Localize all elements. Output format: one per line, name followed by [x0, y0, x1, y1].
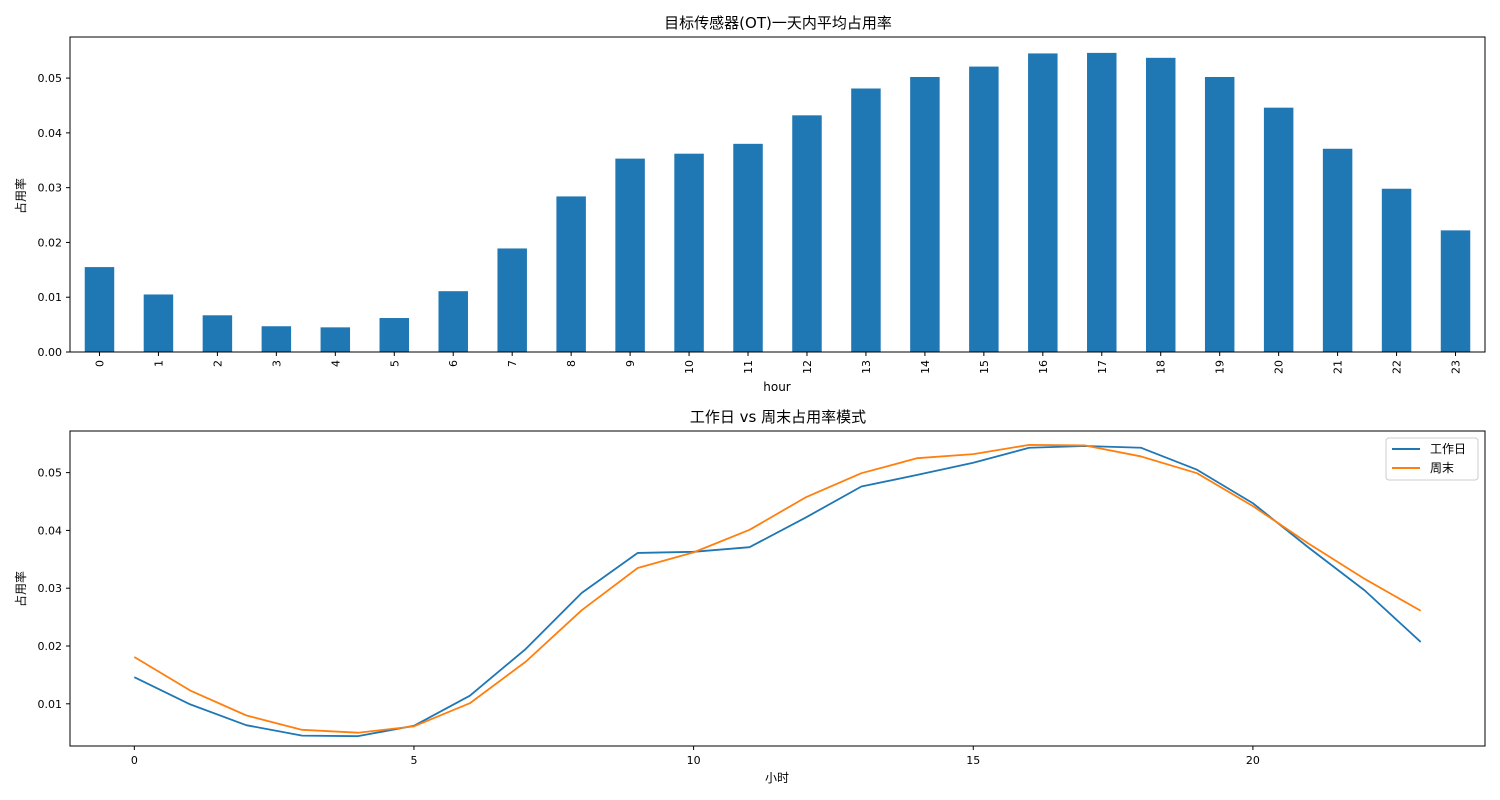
- bar-hour-3: [261, 326, 292, 352]
- x-tick-label: 21: [1332, 360, 1345, 374]
- bar-hour-13: [851, 88, 881, 352]
- x-tick-label: 20: [1273, 360, 1286, 374]
- x-tick-label: 3: [270, 360, 283, 367]
- x-tick-label: 23: [1450, 360, 1463, 374]
- x-tick-label: 0: [93, 360, 106, 367]
- x-tick-label: 12: [801, 360, 814, 374]
- chart2-x-axis-label: 小时: [765, 771, 789, 785]
- chart1-x-axis-label: hour: [763, 380, 791, 394]
- bar-hour-22: [1381, 188, 1412, 352]
- series-line-weekday: [133, 445, 1422, 738]
- y-tick-label: 0.04: [38, 524, 63, 537]
- bar-hour-23: [1440, 230, 1471, 352]
- x-tick-label: 18: [1155, 360, 1168, 374]
- bar-hour-4: [320, 327, 351, 352]
- bar-hour-0: [84, 267, 115, 352]
- chart1-bars: [84, 52, 1471, 353]
- bar-hour-15: [969, 66, 999, 352]
- x-tick-label: 9: [624, 360, 637, 367]
- legend-label-weekday: 工作日: [1430, 442, 1466, 456]
- x-tick-label: 14: [919, 360, 932, 374]
- x-tick-label: 15: [966, 754, 980, 767]
- weekday-vs-weekend-line-chart: 工作日 vs 周末占用率模式 0.01 0.02 0.03 0.04 0.05 0 5 10…: [13, 408, 1486, 785]
- x-tick-label: 17: [1096, 360, 1109, 374]
- x-tick-label: 22: [1391, 360, 1404, 374]
- bar-hour-16: [1028, 53, 1058, 353]
- series-line-weekend: [133, 443, 1422, 734]
- bar-hour-1: [143, 294, 174, 352]
- y-tick-label: 0.05: [38, 467, 63, 480]
- y-tick-label: 0.03: [38, 582, 63, 595]
- x-tick-label: 6: [447, 360, 460, 367]
- y-tick-label: 0.02: [38, 236, 63, 249]
- x-tick-label: 7: [506, 360, 519, 367]
- chart2-title: 工作日 vs 周末占用率模式: [690, 408, 866, 426]
- bar-hour-9: [615, 158, 645, 352]
- y-tick-label: 0.04: [38, 127, 63, 140]
- chart2-x-ticks: 0 5 10 15 20: [131, 746, 1260, 767]
- bar-hour-12: [792, 115, 822, 352]
- x-tick-label: 4: [329, 360, 342, 367]
- x-tick-label: 0: [131, 754, 138, 767]
- hourly-occupancy-bar-chart: 目标传感器(OT)一天内平均占用率 0.000.010.020.030.040.…: [13, 14, 1486, 394]
- bar-hour-19: [1204, 76, 1235, 353]
- x-tick-label: 8: [565, 360, 578, 367]
- bar-hour-21: [1322, 148, 1353, 352]
- bar-hour-10: [674, 153, 704, 352]
- chart1-x-ticks: 0 1 2 3 4 5 6 7 8 9 10 11 12 13 14 15 16 17 18 19 20 21 22 23: [93, 352, 1463, 374]
- bar-hour-7: [497, 248, 527, 352]
- y-tick-label: 0.01: [38, 698, 63, 711]
- bar-hour-17: [1087, 52, 1117, 352]
- chart2-y-axis-label: 占用率: [13, 571, 28, 607]
- x-tick-label: 19: [1214, 360, 1227, 374]
- y-tick-label: 0.02: [38, 640, 63, 653]
- bar-hour-6: [438, 291, 468, 352]
- bar-hour-5: [379, 318, 410, 352]
- x-tick-label: 13: [860, 360, 873, 374]
- bar-hour-14: [910, 76, 940, 353]
- x-tick-label: 10: [683, 360, 696, 374]
- x-tick-label: 15: [978, 360, 991, 374]
- x-tick-label: 5: [388, 360, 401, 367]
- chart2-series-lines: [133, 443, 1422, 738]
- chart1-title: 目标传感器(OT)一天内平均占用率: [664, 14, 892, 32]
- chart2-axes-frame: [69, 430, 1486, 747]
- x-tick-label: 2: [211, 360, 224, 367]
- x-tick-label: 11: [742, 360, 755, 374]
- legend-label-weekend: 周末: [1430, 461, 1454, 475]
- x-tick-label: 20: [1246, 754, 1260, 767]
- chart2-y-ticks: 0.01 0.02 0.03 0.04 0.05: [38, 467, 70, 711]
- y-tick-label: 0.00: [38, 346, 63, 359]
- x-tick-label: 10: [687, 754, 701, 767]
- bar-hour-11: [733, 143, 763, 352]
- bar-hour-18: [1145, 57, 1176, 352]
- y-tick-label: 0.05: [38, 72, 63, 85]
- chart1-y-axis-label: 占用率: [13, 178, 28, 214]
- bar-hour-2: [202, 315, 233, 352]
- y-tick-label: 0.03: [38, 182, 63, 195]
- x-tick-label: 5: [410, 754, 417, 767]
- x-tick-label: 1: [152, 360, 165, 367]
- y-tick-label: 0.01: [38, 291, 63, 304]
- chart2-legend: 工作日 周末: [1385, 437, 1479, 481]
- chart1-y-ticks: 0.00 0.01 0.02 0.03 0.04 0.05: [38, 72, 70, 359]
- bar-hour-8: [556, 196, 586, 352]
- chart1-axes-frame: [69, 36, 1486, 353]
- bar-hour-20: [1263, 107, 1294, 352]
- x-tick-label: 16: [1037, 360, 1050, 374]
